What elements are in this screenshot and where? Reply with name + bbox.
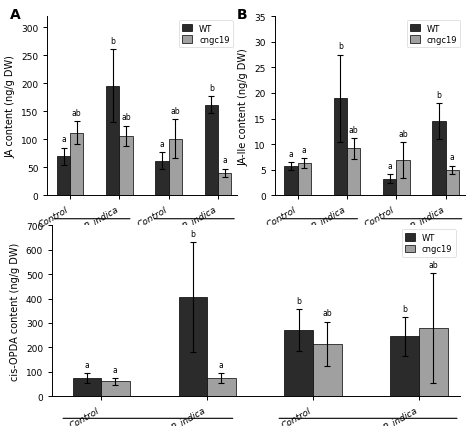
Text: a: a (160, 139, 164, 148)
Text: a: a (387, 161, 392, 170)
Text: 14 dpi: 14 dpi (406, 232, 436, 242)
Bar (347, 149, 360, 196)
Bar (383, 179, 396, 196)
Text: b: b (191, 230, 195, 239)
Bar (106, 86, 119, 196)
Text: b: b (209, 83, 214, 92)
Text: A: A (9, 8, 20, 22)
Bar (298, 164, 311, 196)
Text: ab: ab (171, 106, 180, 115)
Bar (218, 174, 231, 196)
Bar (334, 99, 347, 196)
Legend: WT, cngc19: WT, cngc19 (407, 21, 460, 48)
Bar (284, 331, 313, 396)
Text: 2 dpi: 2 dpi (81, 232, 105, 242)
Text: b: b (338, 42, 343, 51)
Text: a: a (84, 360, 89, 369)
Y-axis label: JA content (ng/g DW): JA content (ng/g DW) (6, 55, 16, 158)
Bar (419, 328, 447, 396)
Bar (70, 133, 83, 196)
Text: a: a (289, 149, 293, 158)
Bar (119, 137, 133, 196)
Text: ab: ab (121, 113, 131, 122)
Text: a: a (219, 360, 224, 369)
Bar (155, 161, 169, 196)
Text: ab: ab (72, 109, 82, 118)
Text: ab: ab (398, 130, 408, 138)
Bar (284, 167, 298, 196)
Text: ab: ab (322, 309, 332, 318)
Bar (446, 170, 459, 196)
Text: ab: ab (349, 125, 358, 134)
Bar (313, 344, 342, 396)
Bar (101, 382, 129, 396)
Bar (391, 337, 419, 396)
Bar (179, 298, 207, 396)
Text: ab: ab (428, 260, 438, 269)
Text: b: b (110, 37, 115, 46)
Text: a: a (222, 155, 227, 164)
Text: b: b (437, 90, 441, 99)
Bar (205, 105, 218, 196)
Text: 2 dpi: 2 dpi (308, 232, 333, 242)
Text: a: a (113, 365, 118, 374)
Bar (396, 161, 410, 196)
Bar (169, 139, 182, 196)
Text: b: b (296, 296, 301, 305)
Legend: WT, cngc19: WT, cngc19 (179, 21, 233, 48)
Text: a: a (450, 153, 455, 162)
Legend: WT, cngc19: WT, cngc19 (402, 230, 456, 257)
Text: 14 dpi: 14 dpi (178, 232, 209, 242)
Text: b: b (402, 304, 407, 313)
Text: a: a (61, 135, 66, 144)
Bar (432, 122, 446, 196)
Bar (57, 157, 70, 196)
Y-axis label: cis-OPDA content (ng/g DW): cis-OPDA content (ng/g DW) (10, 242, 20, 380)
Text: a: a (302, 145, 307, 154)
Y-axis label: JA-Ile content (ng/g DW): JA-Ile content (ng/g DW) (239, 48, 249, 165)
Text: B: B (237, 8, 247, 22)
Bar (73, 378, 101, 396)
Bar (207, 378, 236, 396)
